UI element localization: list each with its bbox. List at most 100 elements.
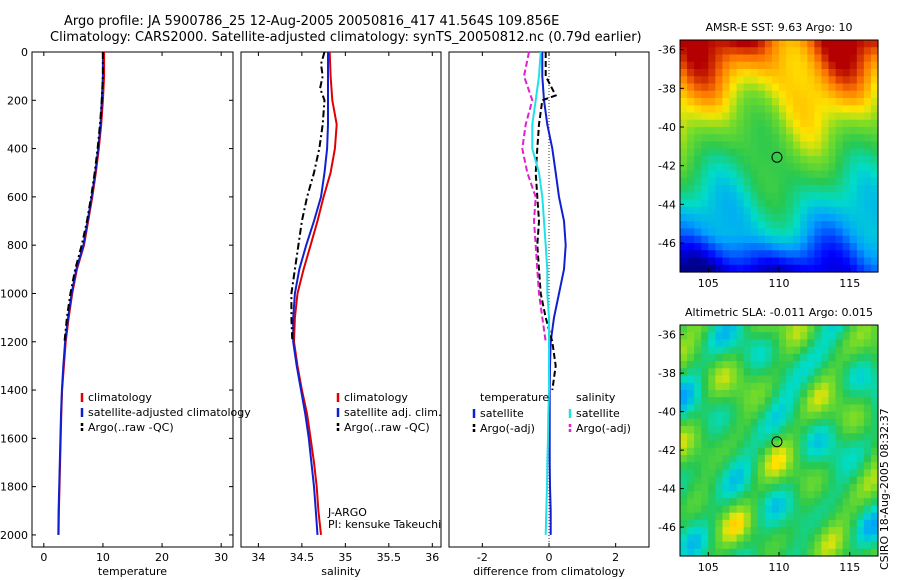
map-y-tick-label: -42	[658, 160, 676, 173]
heatmap-cell	[863, 418, 872, 427]
heatmap-cell	[800, 156, 808, 164]
heatmap-cell	[764, 127, 773, 135]
heatmap-cell	[715, 105, 724, 114]
heatmap-cell	[757, 404, 766, 413]
heatmap-cell	[729, 454, 738, 463]
heatmap-cell	[694, 454, 702, 463]
heatmap-cell	[715, 250, 724, 259]
heatmap-cell	[807, 119, 815, 128]
heatmap-cell	[786, 192, 794, 201]
heatmap-cell	[771, 440, 780, 449]
legend-label: satellite-adjusted climatology	[88, 406, 251, 419]
heatmap-cell	[722, 257, 731, 266]
heatmap-cell	[779, 375, 787, 384]
heatmap-cell	[764, 491, 773, 499]
heatmap-cell	[835, 192, 844, 201]
heatmap-cell	[821, 498, 830, 507]
heatmap-cell	[821, 206, 830, 215]
heatmap-cell	[870, 40, 879, 48]
heatmap-cell	[750, 185, 759, 193]
heatmap-cell	[701, 83, 709, 92]
heatmap-cell	[786, 512, 794, 521]
heatmap-cell	[694, 250, 702, 259]
heatmap-cell	[842, 512, 851, 521]
heatmap-cell	[687, 519, 695, 528]
heatmap-cell	[708, 264, 716, 273]
heatmap-cell	[715, 134, 724, 143]
heatmap-cell	[821, 325, 830, 333]
heatmap-cell	[863, 519, 872, 528]
heatmap-cell	[715, 389, 724, 398]
heatmap-cell	[793, 332, 801, 341]
heatmap-cell	[807, 418, 815, 427]
heatmap-cell	[786, 83, 794, 92]
heatmap-cell	[814, 221, 823, 230]
heatmap-cell	[835, 54, 844, 63]
heatmap-cell	[793, 418, 801, 427]
heatmap-cell	[800, 76, 808, 85]
heatmap-cell	[694, 69, 702, 77]
heatmap-cell	[863, 235, 872, 244]
heatmap-cell	[828, 206, 837, 215]
heatmap-cell	[736, 418, 745, 427]
heatmap-cell	[736, 368, 745, 377]
heatmap-cell	[793, 404, 801, 413]
heatmap-cell	[828, 112, 837, 121]
heatmap-cell	[680, 332, 688, 341]
figure-title-line2: Climatology: CARS2000. Satellite-adjuste…	[50, 30, 642, 45]
x-axis-label: difference from climatology	[473, 565, 625, 578]
heatmap-cell	[715, 476, 724, 485]
heatmap-cell	[736, 163, 745, 172]
heatmap-cell	[771, 243, 780, 251]
heatmap-cell	[786, 119, 794, 128]
heatmap-cell	[722, 250, 731, 259]
heatmap-cell	[835, 69, 844, 77]
heatmap-cell	[814, 119, 823, 128]
heatmap-cell	[708, 119, 716, 128]
heatmap-cell	[694, 346, 702, 355]
heatmap-cell	[757, 98, 766, 106]
heatmap-cell	[828, 375, 837, 384]
map-x-tick-label: 115	[839, 561, 860, 574]
heatmap-cell	[722, 90, 731, 99]
heatmap-cell	[750, 243, 759, 251]
heatmap-cell	[771, 127, 780, 135]
heatmap-cell	[715, 90, 724, 99]
heatmap-cell	[786, 440, 794, 449]
heatmap-cell	[821, 512, 830, 521]
heatmap-cell	[722, 69, 731, 77]
heatmap-cell	[800, 483, 808, 492]
heatmap-cell	[800, 83, 808, 92]
heatmap-cell	[764, 257, 773, 266]
heatmap-cell	[814, 447, 823, 456]
heatmap-cell	[708, 112, 716, 121]
heatmap-cell	[779, 339, 787, 348]
heatmap-cell	[764, 214, 773, 222]
heatmap-cell	[701, 257, 709, 266]
heatmap-cell	[694, 339, 702, 348]
heatmap-cell	[835, 382, 844, 391]
heatmap-cell	[849, 134, 858, 143]
heatmap-cell	[771, 141, 780, 150]
heatmap-cell	[680, 397, 688, 406]
heatmap-cell	[736, 519, 745, 528]
heatmap-cell	[800, 185, 808, 193]
heatmap-cell	[750, 527, 759, 535]
heatmap-cell	[870, 141, 879, 150]
map-x-tick-label: 110	[769, 277, 790, 290]
heatmap-cell	[694, 353, 702, 362]
heatmap-cell	[821, 90, 830, 99]
heatmap-cell	[715, 462, 724, 470]
heatmap-cell	[779, 83, 787, 92]
heatmap-cell	[743, 498, 752, 507]
heatmap-cell	[743, 69, 752, 77]
heatmap-cell	[793, 353, 801, 362]
heatmap-cell	[701, 505, 709, 514]
heatmap-cell	[828, 163, 837, 172]
heatmap-cell	[793, 47, 801, 56]
heatmap-cell	[856, 192, 865, 201]
heatmap-cell	[722, 105, 731, 114]
heatmap-cell	[757, 221, 766, 230]
heatmap-cell	[687, 69, 695, 77]
heatmap-cell	[856, 462, 865, 470]
